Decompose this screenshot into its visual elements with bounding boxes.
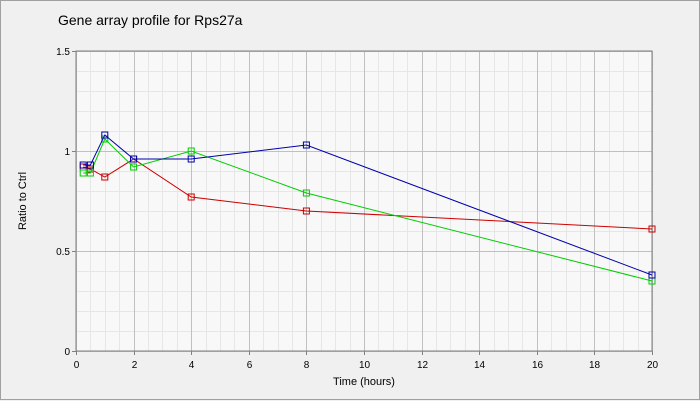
x-tick-label: 18	[589, 360, 601, 371]
y-tick-label: 1.5	[56, 47, 70, 58]
x-tick-label: 10	[359, 360, 371, 371]
data-point	[101, 131, 109, 139]
series-3	[79, 131, 656, 279]
data-point	[130, 155, 138, 163]
x-axis-label: Time (hours)	[333, 376, 395, 388]
series-2	[79, 135, 656, 285]
x-tick-label: 0	[74, 360, 80, 371]
y-tick-label: 0	[64, 347, 70, 358]
x-tick-label: 20	[647, 360, 659, 371]
series-line	[83, 138, 653, 282]
data-point	[101, 173, 109, 181]
data-point	[86, 161, 94, 169]
data-point	[79, 161, 87, 169]
x-tick-label: 4	[189, 360, 195, 371]
x-axis: 0 2 4 6 8 10 12 14 16 18 20	[74, 351, 659, 371]
x-tick-label: 12	[417, 360, 429, 371]
y-tick-label: 0.5	[56, 247, 70, 258]
y-axis: 0 0.5 1 1.5	[56, 47, 76, 358]
x-tick-label: 6	[247, 360, 253, 371]
y-tick-label: 1	[64, 147, 70, 158]
data-point	[130, 163, 138, 171]
data-point	[302, 141, 310, 149]
chart-title: Gene array profile for Rps27a	[58, 12, 243, 28]
series-layer	[79, 131, 656, 285]
series-line	[83, 134, 653, 276]
data-point	[187, 155, 195, 163]
data-point	[187, 147, 195, 155]
data-point	[86, 169, 94, 177]
x-tick-label: 16	[532, 360, 544, 371]
data-point	[187, 193, 195, 201]
data-point	[79, 169, 87, 177]
data-point	[302, 207, 310, 215]
x-tick-label: 14	[474, 360, 486, 371]
x-tick-label: 2	[132, 360, 138, 371]
x-tick-label: 8	[304, 360, 310, 371]
data-point	[648, 271, 656, 279]
y-axis-label: Ratio to Ctrl	[17, 172, 29, 230]
data-point	[648, 225, 656, 233]
data-point	[302, 189, 310, 197]
